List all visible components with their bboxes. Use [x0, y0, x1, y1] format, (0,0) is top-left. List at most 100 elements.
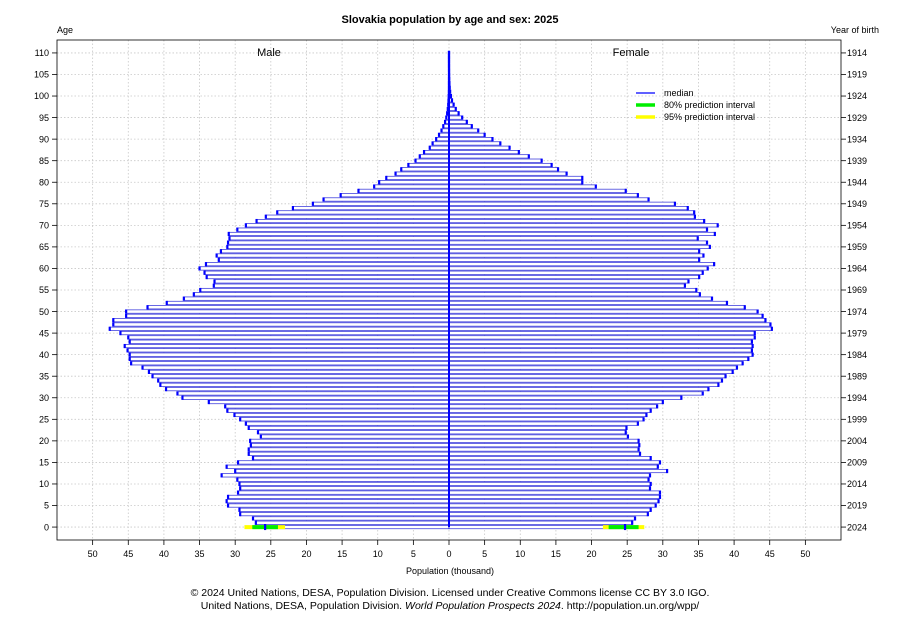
female-bar	[448, 253, 704, 258]
female-bar	[448, 167, 559, 172]
female-bar	[448, 128, 479, 133]
male-bar	[213, 283, 450, 288]
year-tick-label: 2014	[847, 479, 867, 489]
female-bar	[448, 408, 652, 413]
male-bar	[239, 486, 450, 491]
female-bar	[448, 443, 640, 448]
female-bar	[448, 464, 659, 469]
male-bar	[432, 141, 450, 146]
male-bar	[148, 369, 450, 374]
male-bar	[124, 344, 450, 349]
female-bar	[448, 356, 749, 361]
x-tick-label: 5	[411, 549, 416, 559]
legend-label: 95% prediction interval	[664, 112, 755, 122]
female-bar	[448, 287, 697, 293]
female-bar	[448, 438, 639, 443]
male-label: Male	[257, 47, 281, 59]
female-bar	[448, 486, 651, 491]
x-tick-label: 20	[587, 549, 597, 559]
age-tick-label: 10	[39, 479, 49, 489]
female-bar	[448, 266, 709, 271]
male-bar	[127, 348, 450, 353]
female-bar	[448, 137, 493, 142]
female-bar	[448, 335, 756, 340]
x-tick-label: 25	[266, 549, 276, 559]
male-bar	[234, 412, 450, 418]
female-bar	[448, 378, 723, 383]
female-bar	[448, 162, 552, 168]
age-tick-label: 15	[39, 458, 49, 468]
female-bar	[448, 369, 734, 374]
age-tick-label: 85	[39, 156, 49, 166]
male-bar	[226, 499, 450, 504]
x-tick-label: 15	[337, 549, 347, 559]
male-bar	[205, 262, 450, 267]
female-bar	[448, 473, 651, 478]
male-bar	[227, 240, 450, 245]
male-bar	[127, 335, 450, 340]
male-bar	[220, 249, 450, 254]
male-bar	[199, 287, 450, 293]
female-bar	[448, 395, 682, 400]
male-bar	[358, 188, 450, 193]
male-bar	[130, 361, 450, 366]
female-bar	[448, 326, 773, 331]
male-bar	[435, 137, 450, 142]
female-bar	[448, 236, 699, 241]
female-bar	[448, 219, 705, 224]
male-bar	[216, 253, 450, 258]
female-bar	[448, 262, 715, 267]
footer-source: United Nations, DESA, Population Divisio…	[201, 600, 700, 612]
x-tick-label: 40	[159, 549, 169, 559]
year-tick-label: 1964	[847, 264, 867, 274]
age-tick-label: 0	[44, 522, 49, 532]
female-bar	[448, 270, 704, 275]
female-bar	[448, 145, 510, 150]
male-bar	[227, 503, 450, 508]
year-tick-label: 1934	[847, 134, 867, 144]
male-bar	[438, 132, 450, 137]
male-bar	[340, 193, 450, 198]
male-bar	[112, 318, 450, 323]
chart-title: Slovakia population by age and sex: 2025	[341, 14, 558, 26]
year-tick-label: 1949	[847, 199, 867, 209]
male-bar	[109, 326, 450, 331]
age-tick-label: 20	[39, 436, 49, 446]
x-tick-label: 40	[729, 549, 739, 559]
male-bar	[250, 443, 450, 448]
male-bar	[419, 154, 450, 159]
female-bar	[448, 387, 709, 392]
year-tick-label: 2024	[847, 522, 867, 532]
male-bar	[157, 378, 450, 383]
male-bar	[378, 180, 450, 185]
female-bar	[448, 512, 649, 517]
male-bar	[182, 395, 450, 400]
female-bar	[448, 507, 652, 512]
female-bar	[448, 279, 689, 284]
female-bar	[448, 184, 597, 189]
male-bar	[177, 391, 450, 396]
age-tick-label: 40	[39, 350, 49, 360]
year-tick-label: 1914	[847, 48, 867, 58]
female-bar	[448, 477, 649, 482]
x-tick-label: 50	[800, 549, 810, 559]
age-tick-label: 35	[39, 371, 49, 381]
prediction-intervals	[244, 524, 645, 531]
year-tick-label: 1924	[847, 91, 867, 101]
year-tick-label: 1989	[847, 371, 867, 381]
male-bar	[125, 313, 450, 318]
female-bar	[448, 111, 459, 116]
male-bar	[252, 456, 450, 461]
male-bar	[166, 300, 450, 305]
x-tick-label: 15	[551, 549, 561, 559]
female-bar	[448, 469, 668, 474]
female-bar	[448, 374, 726, 379]
male-bar	[221, 473, 450, 478]
female-bar	[448, 223, 719, 228]
male-bar	[265, 214, 450, 219]
male-bar	[408, 162, 450, 168]
female-bar	[448, 227, 708, 232]
female-bar	[448, 421, 639, 426]
female-bar	[448, 292, 701, 297]
legend-label: median	[664, 88, 694, 98]
